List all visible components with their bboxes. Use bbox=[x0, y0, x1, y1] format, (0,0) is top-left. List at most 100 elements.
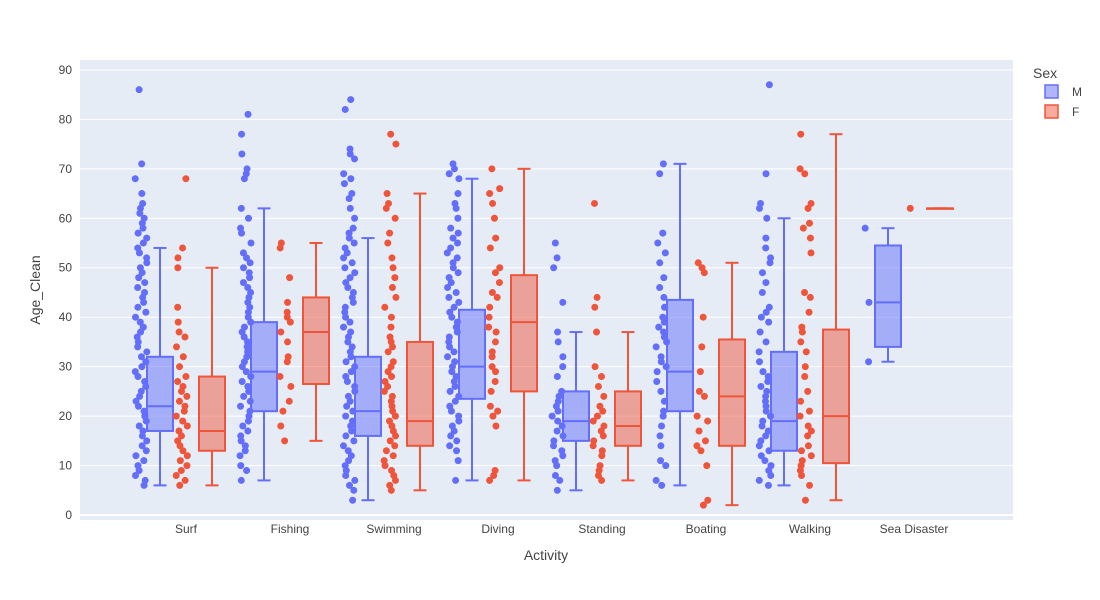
data-point bbox=[174, 378, 182, 386]
data-point bbox=[131, 368, 139, 376]
data-point bbox=[346, 150, 354, 158]
points-m-swimming bbox=[339, 96, 359, 504]
data-point bbox=[449, 264, 457, 272]
data-point bbox=[380, 457, 388, 465]
data-point bbox=[347, 368, 355, 376]
data-point bbox=[491, 467, 499, 475]
data-point bbox=[287, 382, 295, 390]
data-point bbox=[244, 214, 252, 222]
y-gridlines bbox=[80, 69, 1013, 517]
data-point bbox=[494, 407, 502, 415]
data-point bbox=[342, 373, 350, 381]
data-point bbox=[350, 486, 358, 494]
data-point bbox=[806, 219, 814, 227]
data-point bbox=[391, 214, 399, 222]
x-tick-boating: Boating bbox=[686, 522, 727, 536]
data-point bbox=[389, 452, 397, 460]
box-iqr bbox=[250, 321, 278, 413]
data-point bbox=[351, 382, 359, 390]
data-point bbox=[591, 363, 599, 371]
y-tick-40: 40 bbox=[59, 310, 73, 324]
data-point bbox=[344, 447, 352, 455]
data-point bbox=[140, 407, 148, 415]
data-point bbox=[558, 422, 566, 430]
data-point bbox=[445, 333, 453, 341]
x-tick-standing: Standing bbox=[578, 522, 625, 536]
legend[interactable]: Sex M F bbox=[1033, 65, 1082, 119]
data-point bbox=[237, 432, 245, 440]
data-point bbox=[391, 442, 399, 450]
data-point bbox=[906, 204, 914, 212]
points-f-surf bbox=[172, 175, 191, 489]
data-point bbox=[132, 452, 140, 460]
data-point bbox=[797, 338, 805, 346]
data-point bbox=[661, 249, 669, 257]
data-point bbox=[173, 343, 181, 351]
x-tick-surf: Surf bbox=[175, 522, 198, 536]
data-point bbox=[342, 358, 350, 366]
y-tick-10: 10 bbox=[59, 459, 73, 473]
box-iqr bbox=[614, 390, 642, 447]
data-point bbox=[348, 259, 356, 267]
data-point bbox=[277, 422, 285, 430]
box-m-sea-disaster bbox=[874, 227, 902, 363]
data-point bbox=[801, 496, 809, 504]
data-point bbox=[491, 338, 499, 346]
data-point bbox=[762, 170, 770, 178]
data-point bbox=[797, 447, 805, 455]
data-point bbox=[799, 224, 807, 232]
data-point bbox=[487, 387, 495, 395]
data-point bbox=[182, 373, 190, 381]
data-point bbox=[698, 343, 706, 351]
data-point bbox=[596, 462, 604, 470]
data-point bbox=[493, 293, 501, 301]
data-point bbox=[277, 328, 285, 336]
data-point bbox=[391, 274, 399, 282]
data-point bbox=[452, 476, 460, 484]
data-point bbox=[387, 313, 395, 321]
box-f-surf bbox=[198, 266, 226, 487]
data-point bbox=[451, 358, 459, 366]
data-point bbox=[453, 447, 461, 455]
data-point bbox=[241, 447, 249, 455]
data-point bbox=[496, 185, 504, 193]
legend-item-m[interactable]: M bbox=[1044, 84, 1082, 99]
data-point bbox=[553, 427, 561, 435]
data-point bbox=[131, 313, 139, 321]
data-point bbox=[237, 476, 245, 484]
data-point bbox=[183, 422, 191, 430]
data-point bbox=[349, 407, 357, 415]
data-point bbox=[486, 476, 494, 484]
data-point bbox=[174, 303, 182, 311]
data-point bbox=[801, 363, 809, 371]
data-point bbox=[755, 348, 763, 356]
data-point bbox=[455, 298, 463, 306]
data-point bbox=[177, 467, 185, 475]
data-point bbox=[351, 155, 359, 163]
data-point bbox=[176, 481, 184, 489]
data-point bbox=[590, 437, 598, 445]
box-iqr bbox=[458, 308, 486, 400]
legend-swatch-m bbox=[1044, 84, 1059, 99]
data-point bbox=[345, 481, 353, 489]
data-point bbox=[763, 387, 771, 395]
data-point bbox=[660, 397, 668, 405]
data-point bbox=[796, 412, 804, 420]
data-point bbox=[383, 190, 391, 198]
data-point bbox=[802, 348, 810, 356]
data-point bbox=[492, 422, 500, 430]
data-point bbox=[662, 462, 670, 470]
data-point bbox=[183, 452, 191, 460]
data-point bbox=[454, 229, 462, 237]
legend-item-f[interactable]: F bbox=[1044, 104, 1079, 119]
data-point bbox=[661, 303, 669, 311]
data-point bbox=[344, 392, 352, 400]
data-point bbox=[554, 328, 562, 336]
data-point bbox=[657, 457, 665, 465]
box-f-standing bbox=[614, 331, 642, 482]
data-point bbox=[446, 402, 454, 410]
data-point bbox=[454, 214, 462, 222]
data-point bbox=[141, 279, 149, 287]
data-point bbox=[805, 308, 813, 316]
data-point bbox=[597, 373, 605, 381]
